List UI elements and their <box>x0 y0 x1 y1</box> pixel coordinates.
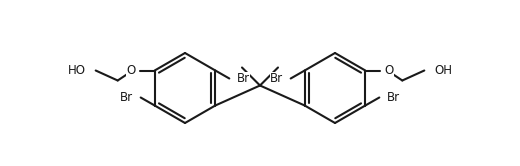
Text: Br: Br <box>269 72 283 85</box>
Text: Br: Br <box>387 91 400 104</box>
Text: HO: HO <box>68 64 86 77</box>
Text: Br: Br <box>120 91 133 104</box>
Text: O: O <box>384 64 394 77</box>
Text: O: O <box>126 64 136 77</box>
Text: OH: OH <box>434 64 452 77</box>
Text: Br: Br <box>237 72 251 85</box>
